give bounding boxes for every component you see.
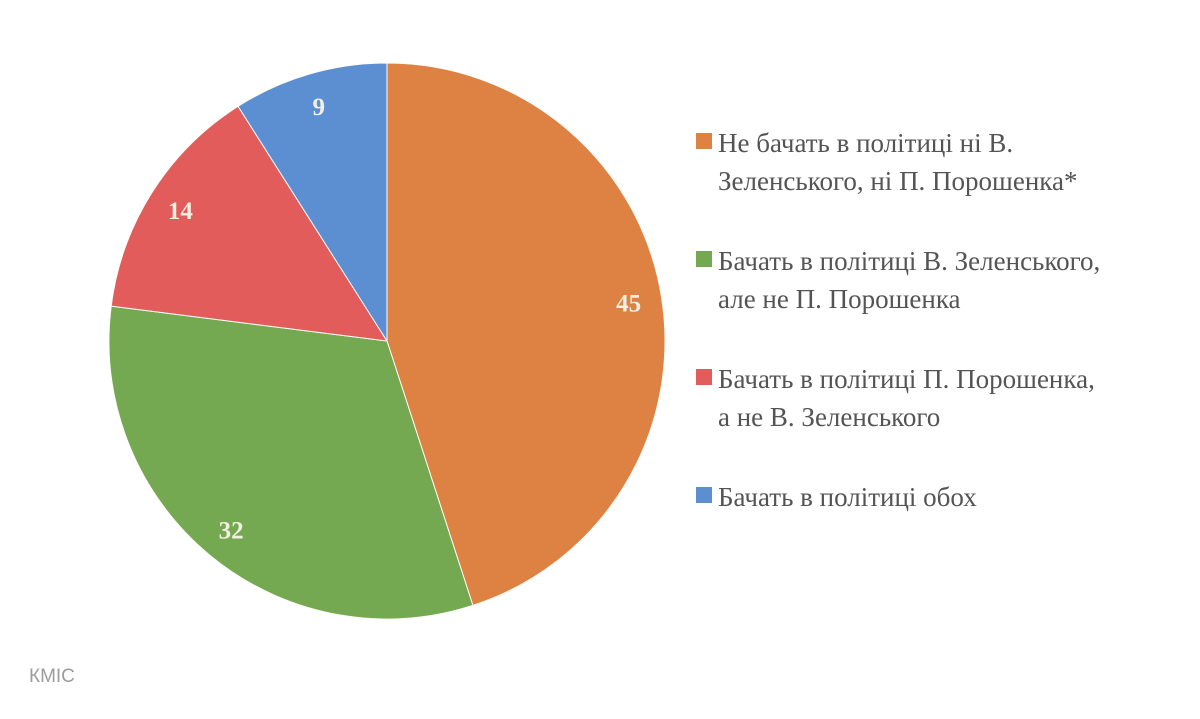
legend-item-3: Бачать в політиці обох — [696, 478, 1176, 516]
source-label: КМІС — [29, 666, 75, 687]
pie-slices-group — [108, 62, 666, 620]
slice-value-label-1: 32 — [219, 518, 244, 545]
legend-item-label: Бачать в політиці обох — [718, 482, 977, 512]
legend-item-label: Не бачать в політиці ні В. Зеленського, … — [718, 128, 1078, 196]
legend-item-1: Бачать в політиці В. Зеленського, але не… — [696, 242, 1176, 318]
legend-marker-icon — [696, 487, 712, 503]
legend-item-label: Бачать в політиці П. Порошенка, а не В. … — [718, 364, 1095, 432]
legend-marker-icon — [696, 369, 712, 385]
chart-legend: Не бачать в політиці ні В. Зеленського, … — [696, 124, 1176, 558]
pie-slice-2 — [110, 105, 388, 342]
legend-item-0: Не бачать в політиці ні В. Зеленського, … — [696, 124, 1176, 200]
legend-marker-icon — [696, 251, 712, 267]
legend-item-2: Бачать в політиці П. Порошенка, а не В. … — [696, 360, 1176, 436]
pie-slice-0 — [386, 62, 666, 606]
slice-value-label-0: 45 — [616, 291, 641, 318]
slice-value-label-3: 9 — [312, 94, 325, 121]
slice-value-label-2: 14 — [168, 198, 194, 225]
pie-slice-1 — [108, 305, 474, 620]
pie-slice-3 — [237, 62, 388, 342]
pie-value-labels-group: 45 32 14 9 — [168, 94, 641, 544]
legend-item-label: Бачать в політиці В. Зеленського, але не… — [718, 246, 1101, 314]
legend-marker-icon — [696, 133, 712, 149]
